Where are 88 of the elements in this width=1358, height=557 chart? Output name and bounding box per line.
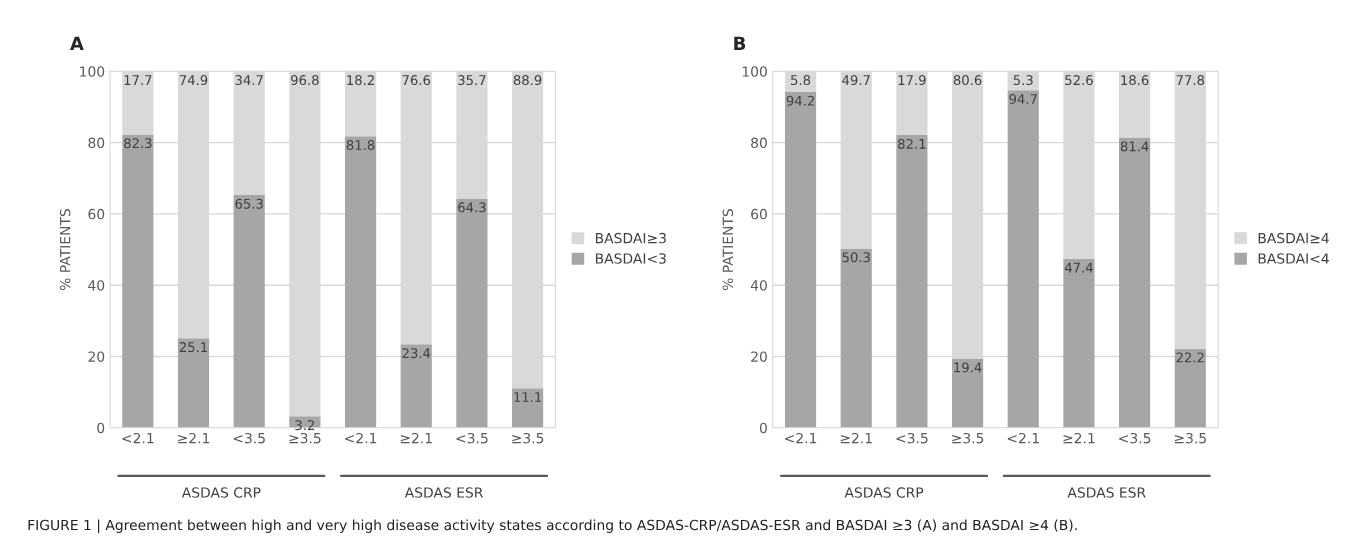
data-label: 5.8 xyxy=(791,75,811,86)
bar xyxy=(1174,348,1206,428)
data-label: 18.6 xyxy=(1121,75,1149,86)
data-label: 88.9 xyxy=(513,75,542,86)
data-label: 34.7 xyxy=(235,75,263,86)
chart-title: B xyxy=(734,36,746,50)
data-label: 22.2 xyxy=(1176,352,1204,363)
legend-label: BASDAI≥3 xyxy=(595,232,666,244)
x-tick-label: ≥3.5 xyxy=(1174,432,1206,444)
data-label: 50.3 xyxy=(842,252,870,263)
legend-label: BASDAI≥4 xyxy=(1258,232,1329,244)
bar xyxy=(840,248,872,428)
x-tick-label: ≥3.5 xyxy=(512,432,544,444)
data-label: 96.8 xyxy=(291,75,319,86)
data-label: 80.6 xyxy=(953,75,982,86)
y-tick-label: 40 xyxy=(88,280,105,291)
x-tick-label: ≥2.1 xyxy=(840,432,872,444)
x-tick-label: <2.1 xyxy=(1007,432,1039,444)
data-label: 81.8 xyxy=(346,139,375,150)
text: ASDAS ESR xyxy=(404,487,484,498)
data-label: 19.4 xyxy=(954,362,982,373)
data-label: 23.4 xyxy=(402,348,431,359)
x-tick-label: <2.1 xyxy=(345,432,377,444)
legend-label: BASDAI<3 xyxy=(595,253,666,264)
data-label: 82.1 xyxy=(898,138,926,149)
y-tick-label: 80 xyxy=(88,137,105,149)
x-tick-label: ≥2.1 xyxy=(400,432,432,444)
data-label: 17.9 xyxy=(898,75,926,86)
y-tick-label: 20 xyxy=(88,351,105,362)
x-tick-label: <3.5 xyxy=(233,432,265,444)
text: ASDAS CRP xyxy=(844,487,924,498)
x-tick-label: <2.1 xyxy=(122,432,154,444)
y-tick-label: 60 xyxy=(88,208,105,220)
bar xyxy=(1119,137,1151,428)
y-tick-label: 100 xyxy=(742,66,767,77)
bar xyxy=(177,338,210,428)
y-tick-label: 0 xyxy=(97,422,105,434)
x-tick-label: <3.5 xyxy=(456,432,488,444)
data-label: 94.2 xyxy=(786,95,814,106)
text: ASDAS ESR xyxy=(1067,487,1146,498)
x-tick-label: <3.5 xyxy=(896,432,928,444)
y-tick-label: 80 xyxy=(751,137,767,149)
data-label: 64.3 xyxy=(458,202,486,213)
bar xyxy=(456,198,488,428)
bar xyxy=(122,134,154,428)
data-label: 5.3 xyxy=(1013,75,1033,86)
bar xyxy=(784,91,817,428)
y-tick-label: 20 xyxy=(751,351,767,362)
data-label: 65.3 xyxy=(235,198,263,209)
chart-title: A xyxy=(70,36,84,50)
bar xyxy=(344,136,377,428)
data-label: 17.7 xyxy=(124,75,152,85)
data-label: 3.2 xyxy=(295,420,315,431)
y-axis-title: % PATIENTS xyxy=(722,209,734,291)
data-label: 74.9 xyxy=(179,75,208,86)
data-label: 47.4 xyxy=(1064,262,1093,273)
data-label: 25.1 xyxy=(179,342,207,353)
y-axis-title: % PATIENTS xyxy=(59,209,71,291)
data-label: 77.8 xyxy=(1176,75,1205,86)
data-label: 35.7 xyxy=(458,75,486,86)
text: ASDAS CRP xyxy=(181,487,261,498)
legend-label: BASDAI<4 xyxy=(1258,253,1329,264)
data-label: 76.6 xyxy=(402,75,431,86)
y-tick-label: 40 xyxy=(750,280,767,291)
data-label: 18.2 xyxy=(347,75,374,86)
data-label: 82.3 xyxy=(124,138,152,149)
x-tick-label: <3.5 xyxy=(1119,432,1151,444)
x-tick-label: ≥2.1 xyxy=(1063,432,1095,444)
data-label: 81.4 xyxy=(1120,141,1149,152)
bar xyxy=(951,358,984,428)
caption: FIGURE 1 | Agreement between high and very high disease activity states according to ASDAS-CRP/ASDAS-ESR and BASDAI ≥3 (A) and BASDAI ≥4 (B). xyxy=(28,519,1077,534)
data-label: 94.7 xyxy=(1009,93,1037,104)
bar xyxy=(1063,258,1095,428)
y-tick-label: 0 xyxy=(759,422,767,434)
x-tick-label: ≥2.1 xyxy=(178,432,210,444)
x-tick-label: <2.1 xyxy=(785,432,817,444)
data-label: 49.7 xyxy=(842,75,870,86)
bar xyxy=(896,135,928,428)
bar xyxy=(1007,90,1039,428)
bar xyxy=(400,344,432,428)
y-tick-label: 100 xyxy=(80,66,105,77)
x-tick-label: ≥3.5 xyxy=(289,432,321,444)
x-tick-label: ≥3.5 xyxy=(952,432,984,444)
bar xyxy=(233,194,265,428)
data-label: 52.6 xyxy=(1065,75,1093,86)
data-label: 11.1 xyxy=(514,392,542,402)
bar xyxy=(511,388,544,428)
y-tick-label: 60 xyxy=(751,208,767,220)
